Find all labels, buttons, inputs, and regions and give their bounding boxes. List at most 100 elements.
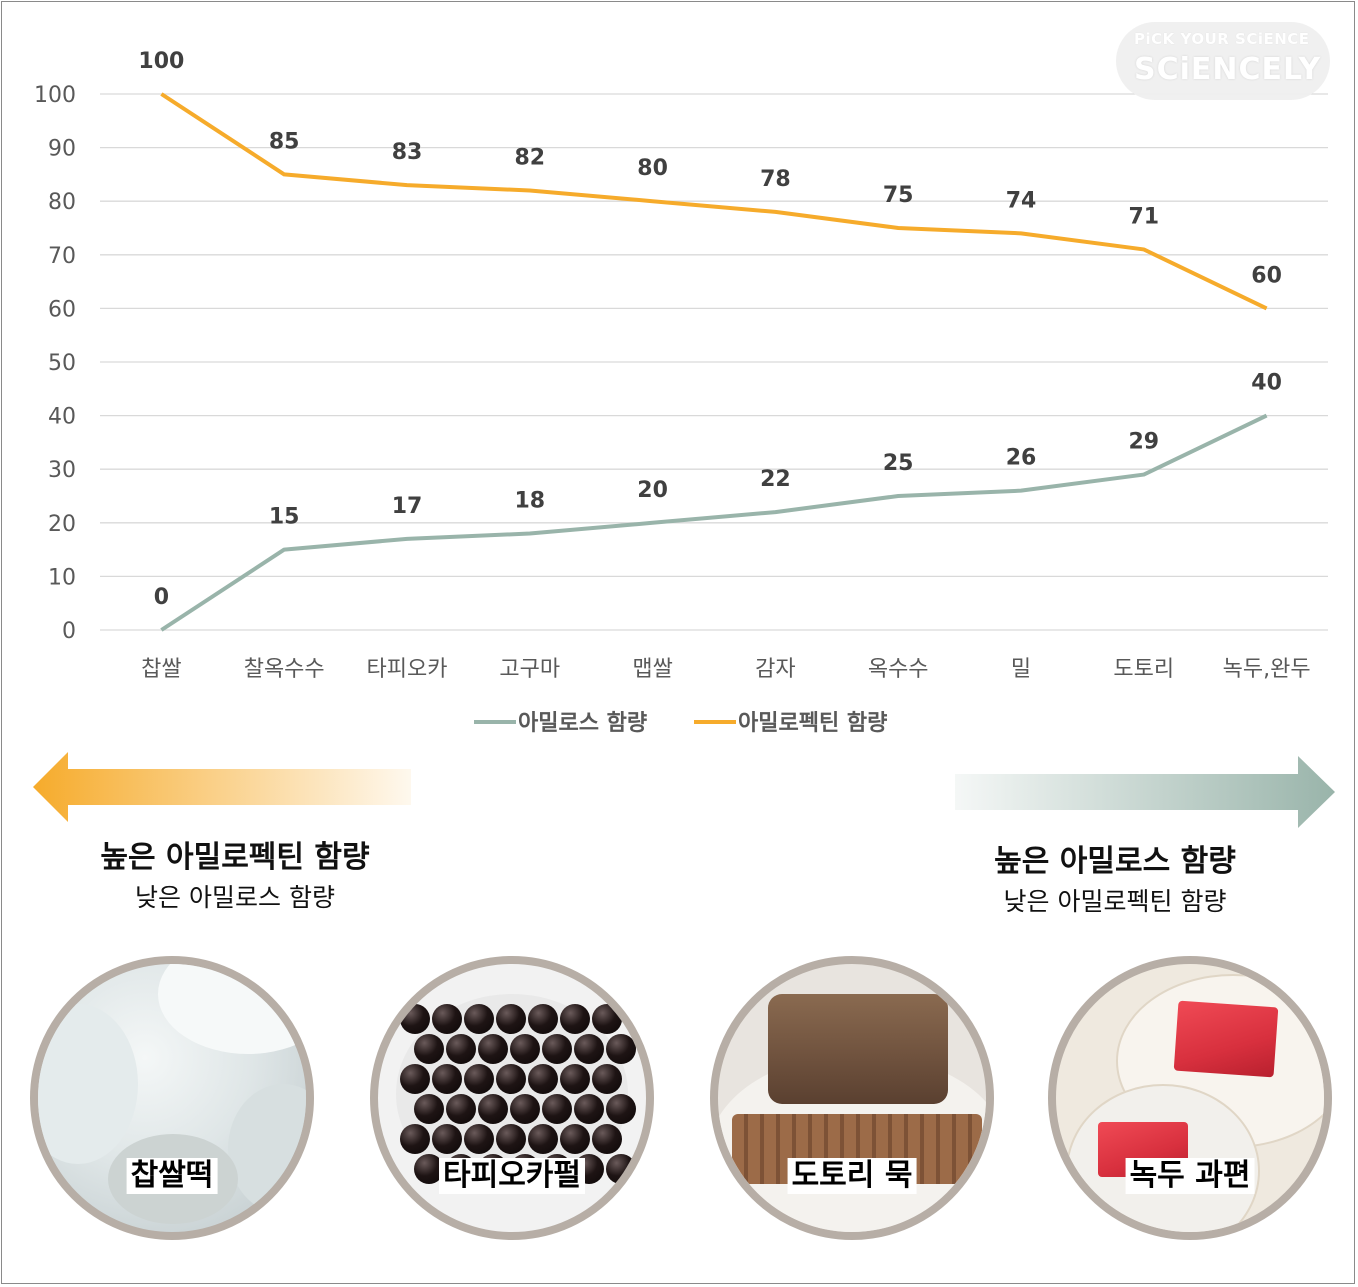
data-label: 71 [1128,204,1159,229]
pearl [446,1034,476,1064]
data-label: 85 [269,129,300,154]
acorn-jelly-photo: 도토리 묵 [710,956,994,1240]
pearl [542,1094,572,1124]
x-tick-label: 녹두,완두 [1223,657,1311,682]
logo-wordmark: SCiENCELY [1134,52,1322,87]
pearl [400,1124,430,1154]
y-tick-label: 20 [48,512,76,537]
data-label: 83 [392,140,423,165]
pearl [574,1094,604,1124]
y-tick-label: 80 [48,190,76,215]
data-label: 0 [154,585,169,610]
x-tick-label: 찰옥수수 [244,657,325,682]
pearl [560,1124,590,1154]
pearl [414,1094,444,1124]
data-label: 80 [637,156,668,181]
pearl [606,1094,636,1124]
pearl [560,1064,590,1094]
photo-label: 도토리 묵 [787,1158,917,1194]
pearl [400,1064,430,1094]
legend-label: 아밀로펙틴 함량 [738,711,887,736]
pearl [496,1124,526,1154]
x-tick-label: 옥수수 [868,657,929,682]
left-arrow-icon [33,752,411,822]
pearl [432,1124,462,1154]
right-caption-main: 높은 아밀로스 함량 [994,844,1236,879]
left-caption-sub: 낮은 아밀로스 함량 [135,883,335,912]
pearl [606,1154,636,1184]
y-tick-label: 0 [62,619,76,644]
line-chart: 0 10 20 30 40 50 60 70 80 90 100 찹쌀 찰옥수수 타피오카 고구마 맵쌀 감자… [34,49,1328,736]
pearl [592,1064,622,1094]
data-label: 29 [1128,430,1159,455]
data-label: 60 [1251,263,1282,288]
data-label: 40 [1251,371,1282,396]
x-tick-label: 감자 [755,657,795,682]
pearl [510,1034,540,1064]
chart-series [160,92,1268,632]
data-label: 78 [760,167,791,192]
mung-bean-jelly-photo: 녹두 과편 [1048,956,1332,1240]
data-label: 75 [883,183,914,208]
data-label: 26 [1006,446,1037,471]
pearl [592,1124,622,1154]
data-label: 100 [138,49,184,74]
pearl [496,1004,526,1034]
y-tick-label: 30 [48,458,76,483]
data-label: 17 [392,494,423,519]
pearl [464,1124,494,1154]
pearl [400,1004,430,1034]
logo-tagline: PiCK YOUR SCiENCE [1134,30,1310,48]
photo-label: 찹쌀떡 [126,1158,218,1194]
legend-label: 아밀로스 함량 [518,711,647,736]
right-arrow-icon [955,756,1335,828]
x-tick-label: 고구마 [499,657,560,682]
data-labels: 0 15 17 18 20 22 25 26 29 40 100 85 83 82 80 78 75 74 71 60 [138,49,1281,610]
y-tick-label: 70 [48,244,76,269]
y-tick-label: 10 [48,565,76,590]
pearl [560,1004,590,1034]
pearl [510,1094,540,1124]
left-caption-main: 높은 아밀로펙틴 함량 [100,840,370,875]
x-tick-label: 밀 [1011,657,1031,682]
x-axis-labels: 찹쌀 찰옥수수 타피오카 고구마 맵쌀 감자 옥수수 밀 도토리 녹두,완두 [141,657,1310,682]
photo-label: 녹두 과편 [1125,1158,1255,1194]
y-tick-label: 60 [48,297,76,322]
data-label: 82 [514,145,545,170]
pearl [542,1034,572,1064]
pearl [478,1094,508,1124]
photo-label: 타피오카펄 [439,1158,585,1194]
x-tick-label: 타피오카 [367,657,448,682]
pearl [414,1034,444,1064]
sciencely-logo: PiCK YOUR SCiENCE SCiENCELY [1116,22,1330,100]
pearl [592,1004,622,1034]
pearl [432,1004,462,1034]
y-axis-ticks: 0 10 20 30 40 50 60 70 80 90 100 [34,83,76,644]
series-line [160,92,1268,311]
x-tick-label: 맵쌀 [632,657,672,682]
pearl [464,1064,494,1094]
pearl [446,1094,476,1124]
right-caption: 높은 아밀로스 함량 낮은 아밀로펙틴 함량 [940,836,1290,918]
pearl [606,1034,636,1064]
y-tick-label: 100 [34,83,76,108]
series-line [160,413,1268,632]
data-label: 74 [1006,188,1037,213]
y-tick-label: 40 [48,405,76,430]
data-label: 15 [269,505,300,530]
right-caption-sub: 낮은 아밀로펙틴 함량 [1003,887,1227,916]
tapioca-pearl-photo: 타피오카펄 [370,956,654,1240]
pearl [528,1064,558,1094]
pearl [528,1004,558,1034]
x-tick-label: 찹쌀 [141,657,181,682]
pearl [528,1124,558,1154]
data-label: 18 [514,489,545,514]
rice-cake-photo: 찹쌀떡 [30,956,314,1240]
pearl [496,1064,526,1094]
pearl [574,1034,604,1064]
left-caption: 높은 아밀로펙틴 함량 낮은 아밀로스 함량 [60,832,410,914]
pearl [432,1064,462,1094]
chart-legend: 아밀로스 함량 아밀로펙틴 함량 [474,711,887,736]
x-tick-label: 도토리 [1113,657,1174,682]
